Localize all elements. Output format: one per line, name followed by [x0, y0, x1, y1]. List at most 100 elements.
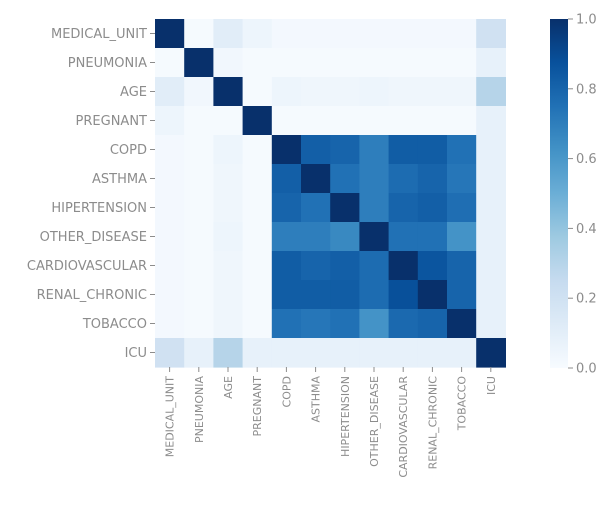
heatmap-cell: [417, 164, 448, 194]
heatmap-cell: [388, 77, 419, 107]
heatmap-cell: [330, 19, 360, 49]
heatmap-cell: [417, 193, 448, 223]
row-labels: MEDICAL_UNIT PNEUMONIA AGE PREGNANT COPD ASTH…: [27, 27, 155, 361]
heatmap-cell: [359, 106, 390, 136]
heatmap-cell: [155, 338, 185, 368]
heatmap-cell: [155, 19, 185, 49]
heatmap-cell: [184, 222, 214, 252]
heatmap-cell: [155, 309, 185, 339]
heatmap-cell: [301, 135, 331, 165]
heatmap-cell: [271, 251, 302, 281]
heatmap-cell: [184, 309, 214, 339]
heatmap-cell: [417, 106, 448, 136]
heatmap-cell: [271, 106, 302, 136]
column-label: CARDIOVASCULAR: [397, 376, 410, 478]
heatmap-cell: [388, 106, 419, 136]
heatmap-cell: [155, 48, 185, 78]
heatmap-cell: [359, 19, 390, 49]
heatmap-cell: [242, 338, 273, 368]
heatmap-cell: [447, 48, 477, 78]
heatmap-cell: [359, 48, 390, 78]
heatmap-cell: [359, 309, 390, 339]
column-label: HIPERTENSION: [339, 376, 352, 457]
row-label: PREGNANT: [76, 114, 148, 129]
heatmap-cell: [447, 77, 477, 107]
heatmap-cell: [184, 164, 214, 194]
column-label: COPD: [280, 376, 293, 407]
colorbar-tick-label: 1.0: [576, 13, 597, 28]
column-label: PNEUMONIA: [193, 376, 206, 443]
column-labels: MEDICAL_UNIT PNEUMONIA AGE PREGNANT COPD ASTH…: [164, 367, 498, 478]
heatmap-cell: [271, 19, 302, 49]
heatmap-cell: [417, 280, 448, 310]
heatmap-cell: [359, 77, 390, 107]
heatmap-cell: [242, 222, 273, 252]
heatmap-cell: [213, 77, 244, 107]
heatmap-cell: [301, 222, 331, 252]
heatmap-cell: [417, 251, 448, 281]
column-label: ICU: [485, 376, 498, 395]
heatmap-cell: [330, 251, 360, 281]
heatmap-cell: [388, 280, 419, 310]
column-label: PREGNANT: [251, 376, 264, 437]
heatmap-cell: [184, 48, 214, 78]
heatmap-cell: [213, 193, 244, 223]
heatmap-cell: [213, 164, 244, 194]
heatmap-cell: [301, 193, 331, 223]
heatmap-cell: [447, 164, 477, 194]
column-label: TOBACCO: [456, 376, 469, 432]
heatmap-cell: [301, 77, 331, 107]
heatmap-cell: [271, 48, 302, 78]
column-label: MEDICAL_UNIT: [164, 376, 177, 458]
heatmap-cell: [242, 135, 273, 165]
heatmap-cell: [213, 19, 244, 49]
heatmap-cell: [301, 48, 331, 78]
heatmap-cell: [213, 251, 244, 281]
heatmap-cell: [476, 193, 506, 223]
column-label: RENAL_CHRONIC: [426, 376, 439, 470]
heatmap-cell: [388, 164, 419, 194]
colorbar-tick-label: 0.6: [576, 152, 597, 167]
colorbar-tick-label: 0.2: [576, 292, 597, 307]
heatmap-cell: [301, 309, 331, 339]
heatmap-cell: [447, 251, 477, 281]
heatmap-cell: [242, 164, 273, 194]
heatmap-cell: [330, 309, 360, 339]
heatmap-cell: [242, 106, 273, 136]
heatmap-cell: [359, 251, 390, 281]
heatmap-cell: [155, 280, 185, 310]
heatmap-cell: [359, 280, 390, 310]
heatmap-cell: [330, 48, 360, 78]
colorbar-tick-label: 0.8: [576, 82, 597, 97]
heatmap-cell: [330, 135, 360, 165]
heatmap-cell: [359, 135, 390, 165]
heatmap-cell: [476, 48, 506, 78]
row-label: HIPERTENSION: [51, 201, 147, 216]
heatmap-cell: [447, 338, 477, 368]
heatmap-cell: [271, 338, 302, 368]
row-label: MEDICAL_UNIT: [51, 27, 147, 42]
heatmap-cell: [184, 135, 214, 165]
heatmap-cell: [184, 19, 214, 49]
column-label: AGE: [222, 376, 235, 399]
row-label: CARDIOVASCULAR: [27, 259, 147, 274]
row-label: AGE: [120, 85, 147, 100]
heatmap-cell: [155, 77, 185, 107]
row-label: OTHER_DISEASE: [40, 230, 147, 245]
heatmap-cell: [417, 77, 448, 107]
heatmap-cell: [447, 280, 477, 310]
heatmap-cell: [155, 193, 185, 223]
row-label: ASTHMA: [92, 172, 147, 187]
heatmap-cell: [417, 135, 448, 165]
heatmap-cell: [388, 338, 419, 368]
heatmap-cell: [213, 309, 244, 339]
heatmap-cell: [155, 251, 185, 281]
heatmap-cell: [301, 164, 331, 194]
heatmap-cell: [155, 106, 185, 136]
heatmap-cell: [330, 77, 360, 107]
row-label: RENAL_CHRONIC: [37, 288, 147, 303]
heatmap-cell: [184, 280, 214, 310]
heatmap-cell: [242, 193, 273, 223]
heatmap-cell: [447, 106, 477, 136]
